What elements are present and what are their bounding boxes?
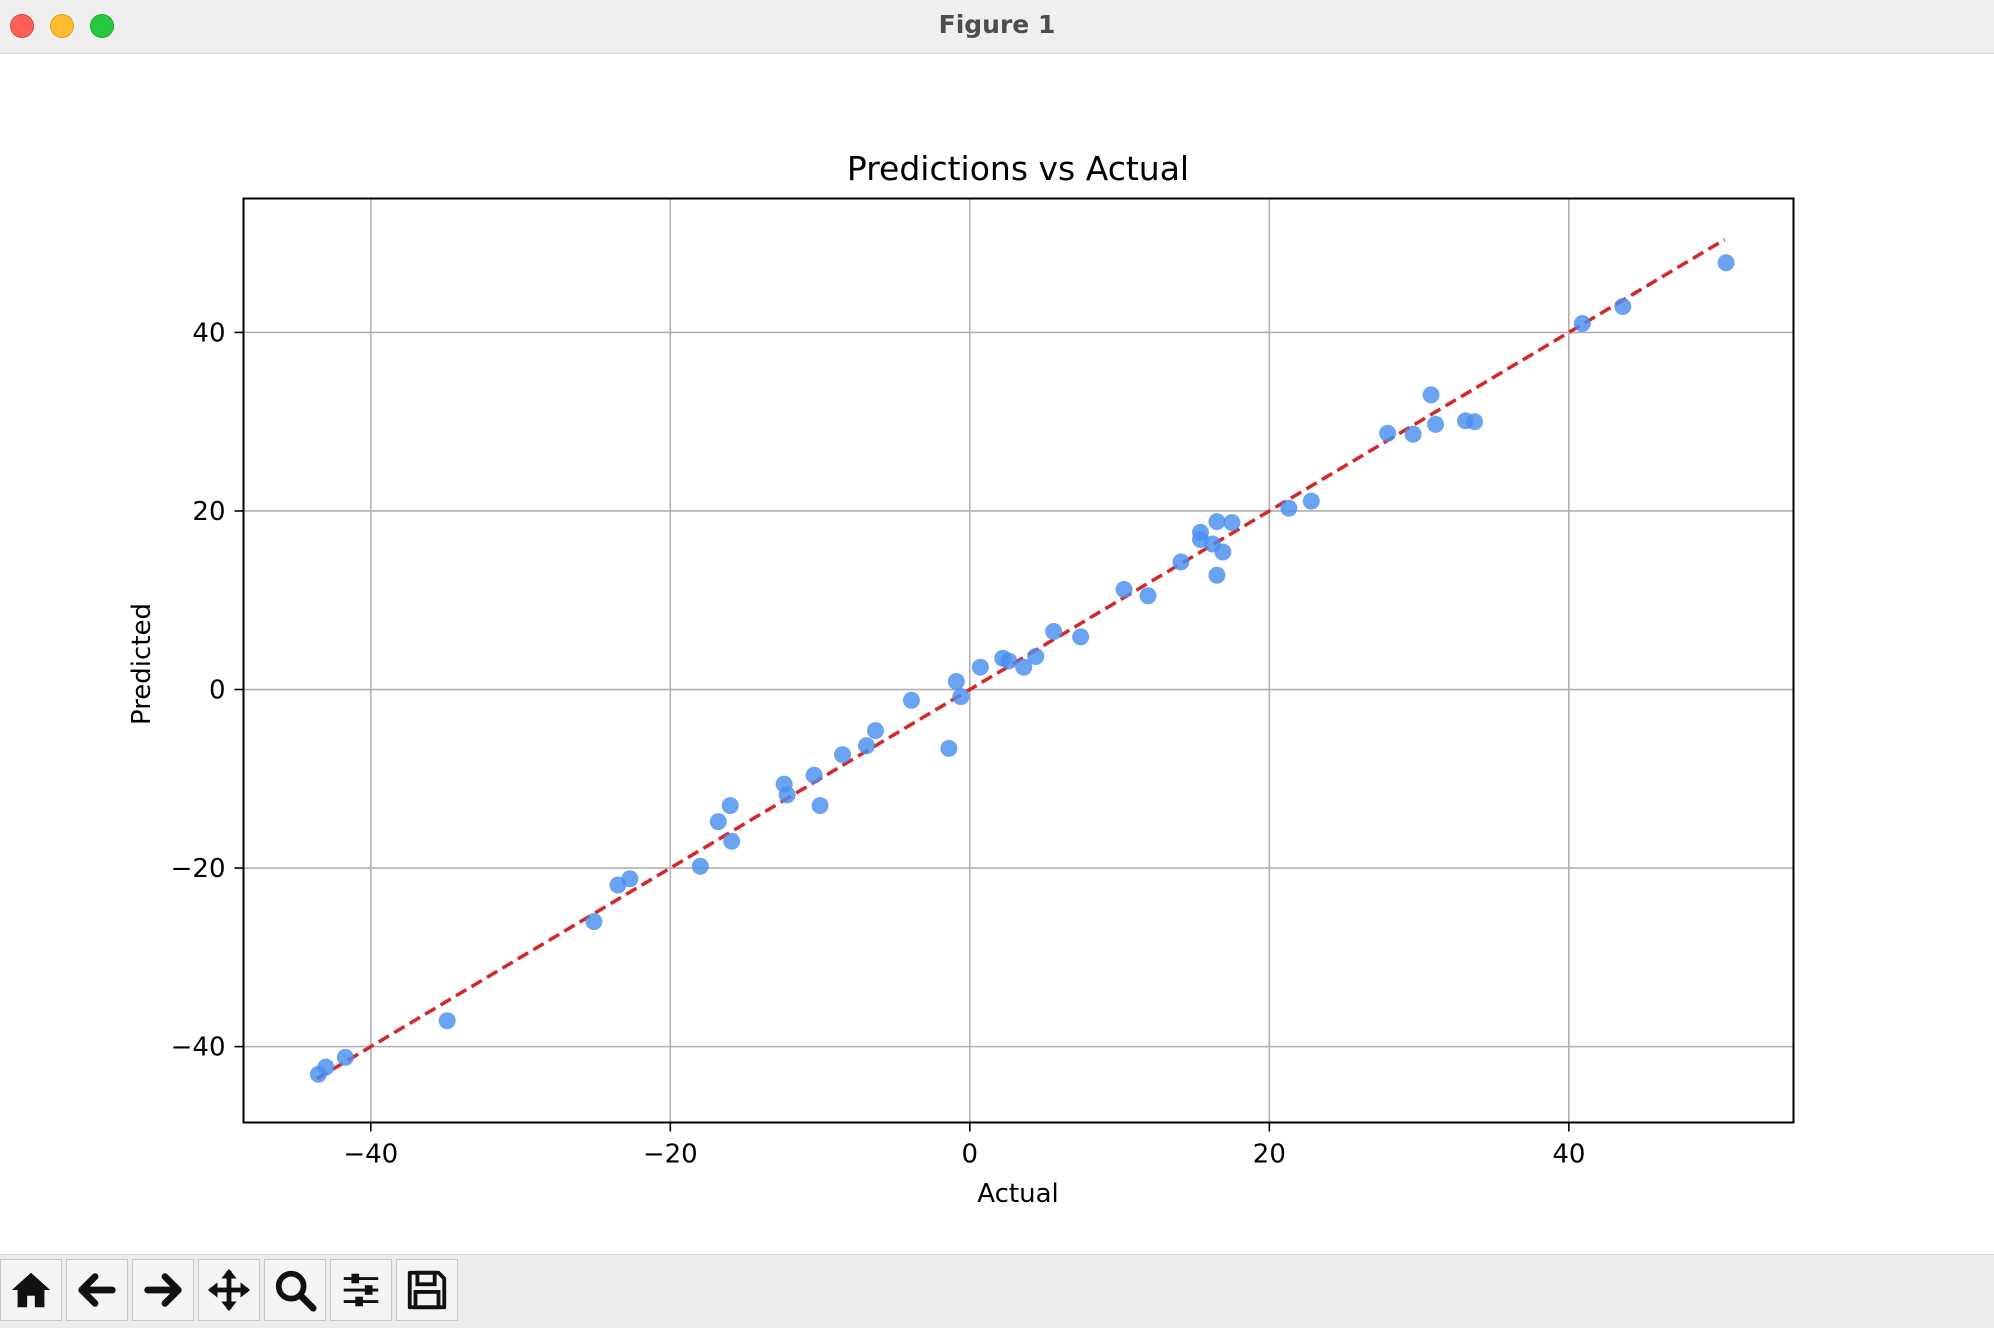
scatter-point — [1573, 314, 1591, 332]
x-tick-label: −40 — [343, 1140, 398, 1170]
home-button[interactable] — [0, 1259, 62, 1321]
scatter-point — [857, 737, 875, 755]
scatter-point — [1208, 513, 1226, 531]
scatter-point — [1045, 622, 1063, 640]
scatter-point — [1223, 514, 1241, 532]
scatter-point — [1422, 386, 1440, 404]
configure-subplots-button[interactable] — [330, 1259, 392, 1321]
home-icon — [11, 1272, 51, 1308]
scatter-point — [691, 857, 709, 875]
x-tick-label: −20 — [643, 1140, 698, 1170]
scatter-point — [709, 813, 727, 831]
scatter-point — [1404, 425, 1422, 443]
chart-title: Predictions vs Actual — [847, 149, 1189, 188]
close-window-button[interactable] — [10, 14, 34, 38]
scatter-point — [940, 739, 958, 757]
y-tick-label: −20 — [171, 854, 226, 884]
move-icon — [207, 1268, 251, 1312]
scatter-point — [902, 691, 920, 709]
scatter-point — [1717, 254, 1735, 272]
scatter-point — [621, 870, 639, 888]
reference-line — [315, 238, 1726, 1081]
y-axis-label: Predicted — [127, 603, 157, 725]
x-axis-label: Actual — [977, 1179, 1058, 1209]
magnifier-icon — [275, 1270, 317, 1312]
arrow-left-icon — [78, 1273, 116, 1307]
scatter-point — [336, 1048, 354, 1066]
scatter-point — [1172, 553, 1190, 571]
x-tick-label: 0 — [962, 1140, 979, 1170]
scatter-point — [1000, 652, 1018, 670]
scatter-point — [1614, 298, 1632, 316]
scatter-chart: −40 −20 0 20 40 −40 −20 0 20 40 Predictions vs Ac… — [127, 149, 1795, 1209]
scatter-point — [866, 722, 884, 740]
x-tick-label: 20 — [1253, 1140, 1286, 1170]
scatter-point — [723, 832, 741, 850]
scatter-point — [1280, 499, 1298, 517]
floppy-disk-icon — [407, 1270, 447, 1310]
scatter-point — [1466, 413, 1484, 431]
x-tick-label: 40 — [1552, 1140, 1585, 1170]
window-titlebar: Figure 1 — [0, 0, 1994, 54]
scatter-point — [1214, 543, 1232, 561]
scatter-point — [805, 766, 823, 784]
figure-canvas[interactable]: −40 −20 0 20 40 −40 −20 0 20 40 Predictions vs Ac… — [0, 54, 1994, 1254]
y-tick-label: 40 — [192, 318, 225, 348]
scatter-point — [971, 658, 989, 676]
y-tick-label: 0 — [209, 676, 226, 706]
scatter-point — [721, 797, 739, 815]
pan-button[interactable] — [198, 1259, 260, 1321]
scatter-point — [811, 797, 829, 815]
window-title: Figure 1 — [938, 10, 1056, 39]
save-button[interactable] — [396, 1259, 458, 1321]
scatter-point — [952, 688, 970, 706]
minimize-window-button[interactable] — [50, 14, 74, 38]
zoom-window-button[interactable] — [90, 14, 114, 38]
scatter-point — [317, 1058, 335, 1076]
zoom-button[interactable] — [264, 1259, 326, 1321]
navigation-toolbar — [0, 1254, 1994, 1328]
y-tick-label: −40 — [171, 1033, 226, 1063]
scatter-point — [1015, 658, 1033, 676]
scatter-point — [778, 786, 796, 804]
scatter-point — [1427, 415, 1445, 433]
scatter-point — [585, 913, 603, 931]
back-button[interactable] — [66, 1259, 128, 1321]
arrow-right-icon — [144, 1273, 182, 1307]
scatter-point — [1302, 492, 1320, 510]
sliders-icon — [343, 1273, 379, 1307]
forward-button[interactable] — [132, 1259, 194, 1321]
scatter-point — [1115, 581, 1133, 599]
scatter-point — [834, 746, 852, 764]
scatter-point — [1379, 424, 1397, 442]
scatter-point — [1208, 566, 1226, 584]
plot-frame — [242, 197, 1795, 1124]
scatter-point — [1139, 587, 1157, 605]
scatter-point — [947, 672, 965, 690]
scatter-point — [1072, 628, 1090, 646]
scatter-point — [438, 1012, 456, 1030]
scatter-point — [1027, 647, 1045, 665]
y-tick-label: 20 — [192, 497, 225, 527]
